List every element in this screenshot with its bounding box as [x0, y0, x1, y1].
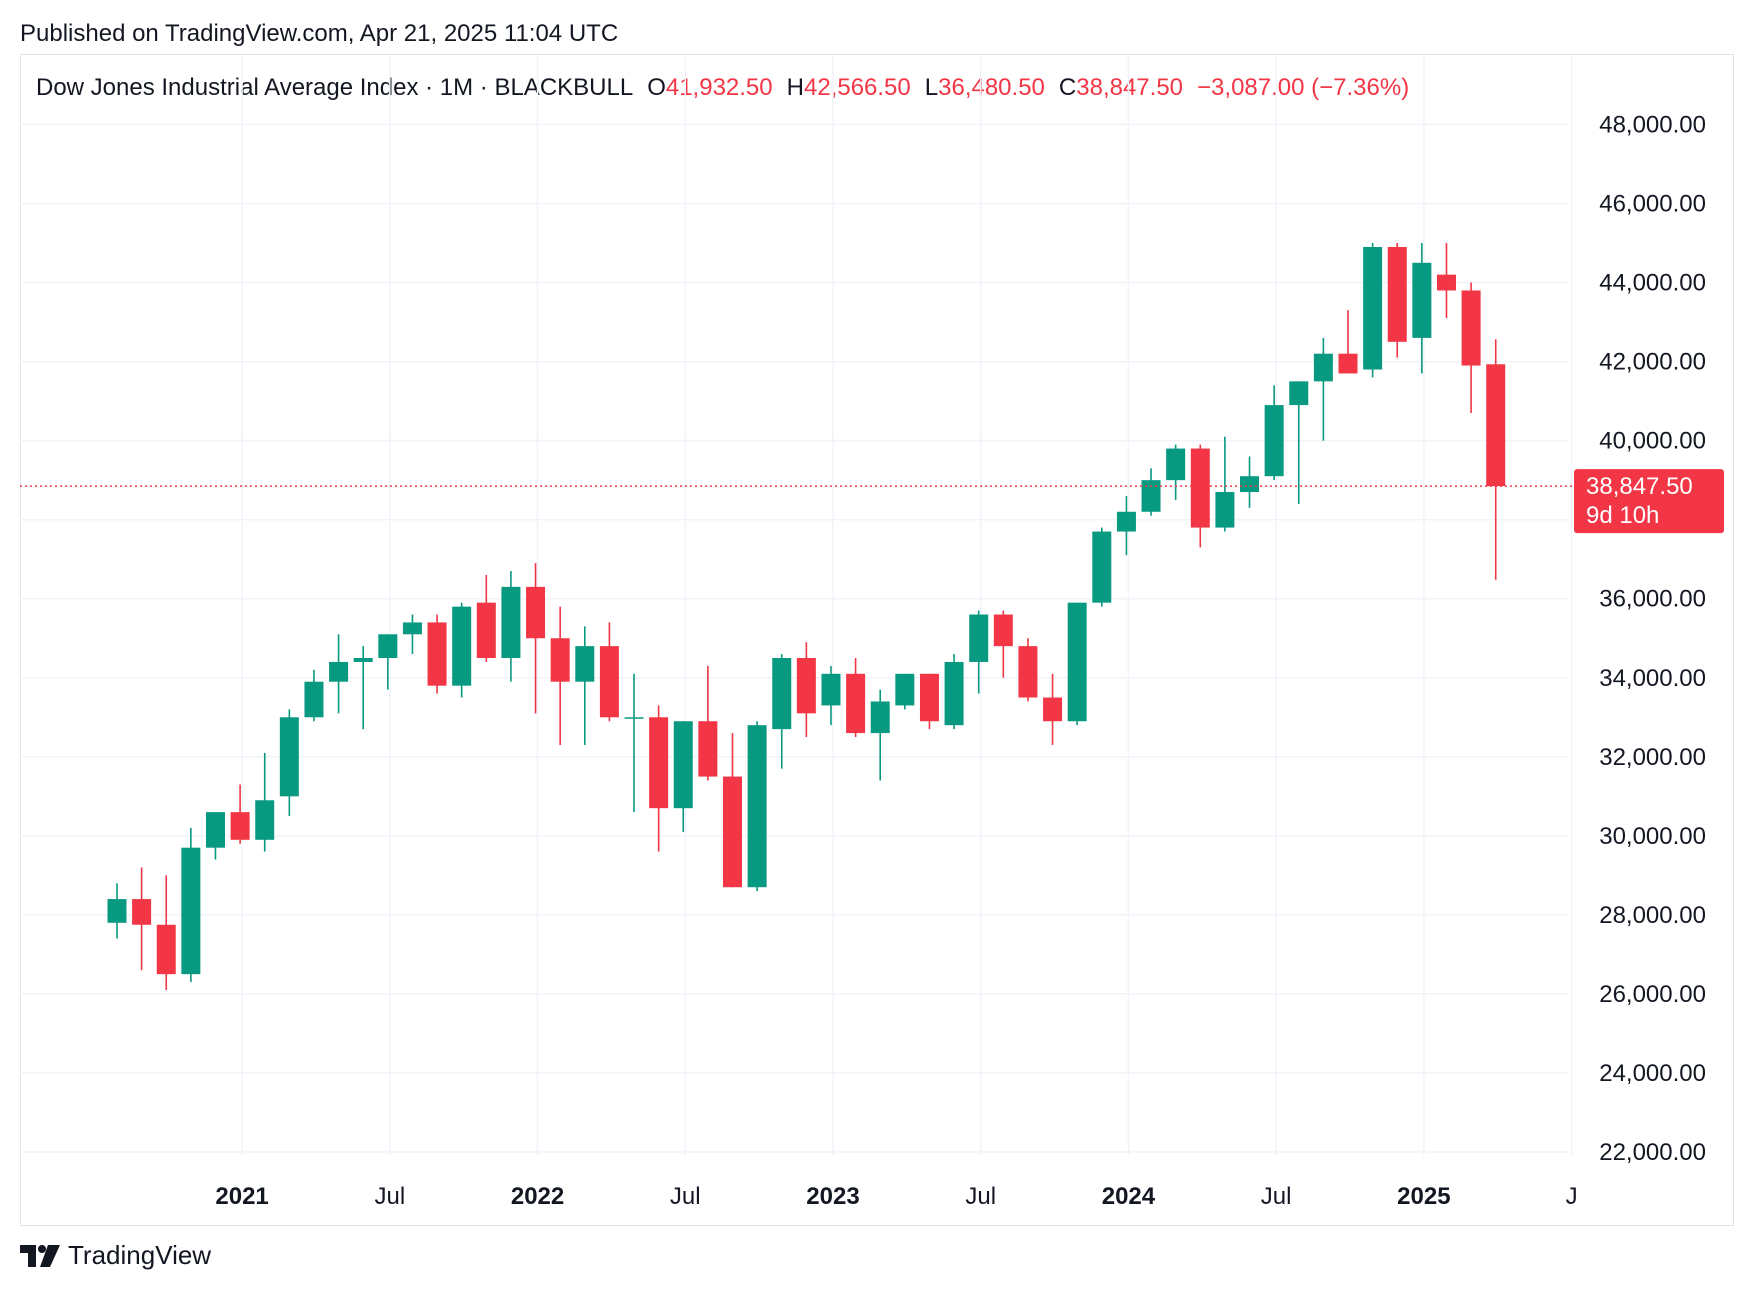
footer-brand[interactable]: TradingView	[20, 1240, 211, 1271]
legend-high-label: H	[786, 74, 804, 101]
legend-low-value: 36,480.50	[938, 74, 1045, 101]
legend-close-value: 38,847.50	[1076, 74, 1184, 101]
legend-open-label: O	[647, 74, 666, 101]
legend-close-label: C	[1058, 74, 1077, 101]
ohlc-legend: Dow Jones Industrial Average Index · 1M …	[36, 74, 1409, 102]
legend-symbol[interactable]: Dow Jones Industrial Average Index · 1M …	[36, 74, 634, 101]
legend-high-value: 42,566.50	[803, 74, 911, 101]
published-caption: Published on TradingView.com, Apr 21, 20…	[20, 20, 619, 47]
tradingview-logo-icon	[20, 1244, 60, 1267]
footer-brand-text: TradingView	[68, 1240, 212, 1270]
legend-change: −3,087.00 (−7.36%)	[1197, 74, 1410, 101]
chart-frame	[20, 54, 1734, 1226]
legend-low-label: L	[924, 74, 939, 101]
legend-open-value: 41,932.50	[665, 74, 773, 101]
